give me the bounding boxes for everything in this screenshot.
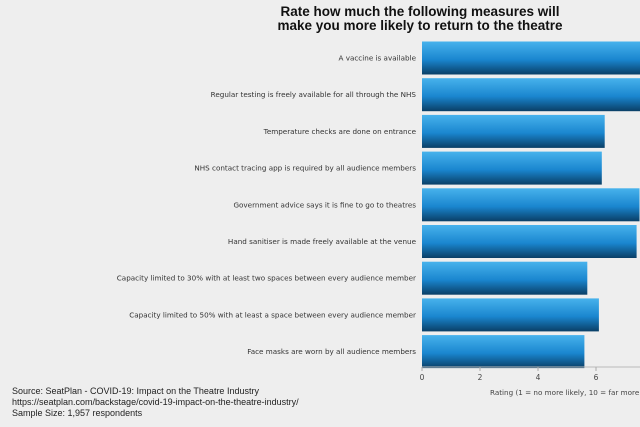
x-tick-label: 2 — [478, 373, 483, 382]
source-text: Source: SeatPlan - COVID-19: Impact on t… — [12, 386, 259, 396]
x-tick-label: 6 — [594, 373, 599, 382]
x-axis-label: Rating (1 = no more likely, 10 = far mor… — [490, 388, 640, 397]
bar — [422, 225, 637, 258]
bar — [422, 78, 640, 112]
category-label: Regular testing is freely available for … — [211, 90, 417, 99]
category-label: Government advice says it is fine to go … — [233, 200, 416, 209]
footer: Source: SeatPlan - COVID-19: Impact on t… — [12, 386, 299, 420]
bar — [422, 41, 640, 75]
category-label: Hand sanitiser is made freely available … — [228, 237, 417, 246]
category-label: Capacity limited to 50% with at least a … — [129, 310, 416, 319]
bar — [422, 261, 588, 295]
category-label: Temperature checks are done on entrance — [263, 127, 417, 136]
bar — [422, 298, 599, 332]
bar — [422, 114, 605, 148]
bar — [422, 188, 640, 222]
bar — [422, 151, 602, 185]
chart-title-line-2: make you more likely to return to the th… — [277, 18, 563, 33]
bars-group: A vaccine is available Regular testing is… — [117, 41, 640, 369]
category-label: Capacity limited to 30% with at least tw… — [117, 274, 416, 283]
source-url: https://seatplan.com/backstage/covid-19-… — [12, 397, 299, 408]
bar — [422, 335, 585, 369]
x-tick-label: 4 — [536, 373, 541, 382]
category-label: Face masks are worn by all audience memb… — [247, 347, 416, 356]
x-tick-label: 0 — [420, 373, 425, 382]
sample-size-text: Sample Size: 1,957 respondents — [12, 408, 143, 419]
category-label: NHS contact tracing app is required by a… — [194, 164, 416, 173]
chart-title-line-1: Rate how much the following measures wil… — [280, 4, 559, 19]
category-label: A vaccine is available — [339, 54, 417, 63]
x-axis-ticks: 0246810 — [420, 367, 599, 382]
